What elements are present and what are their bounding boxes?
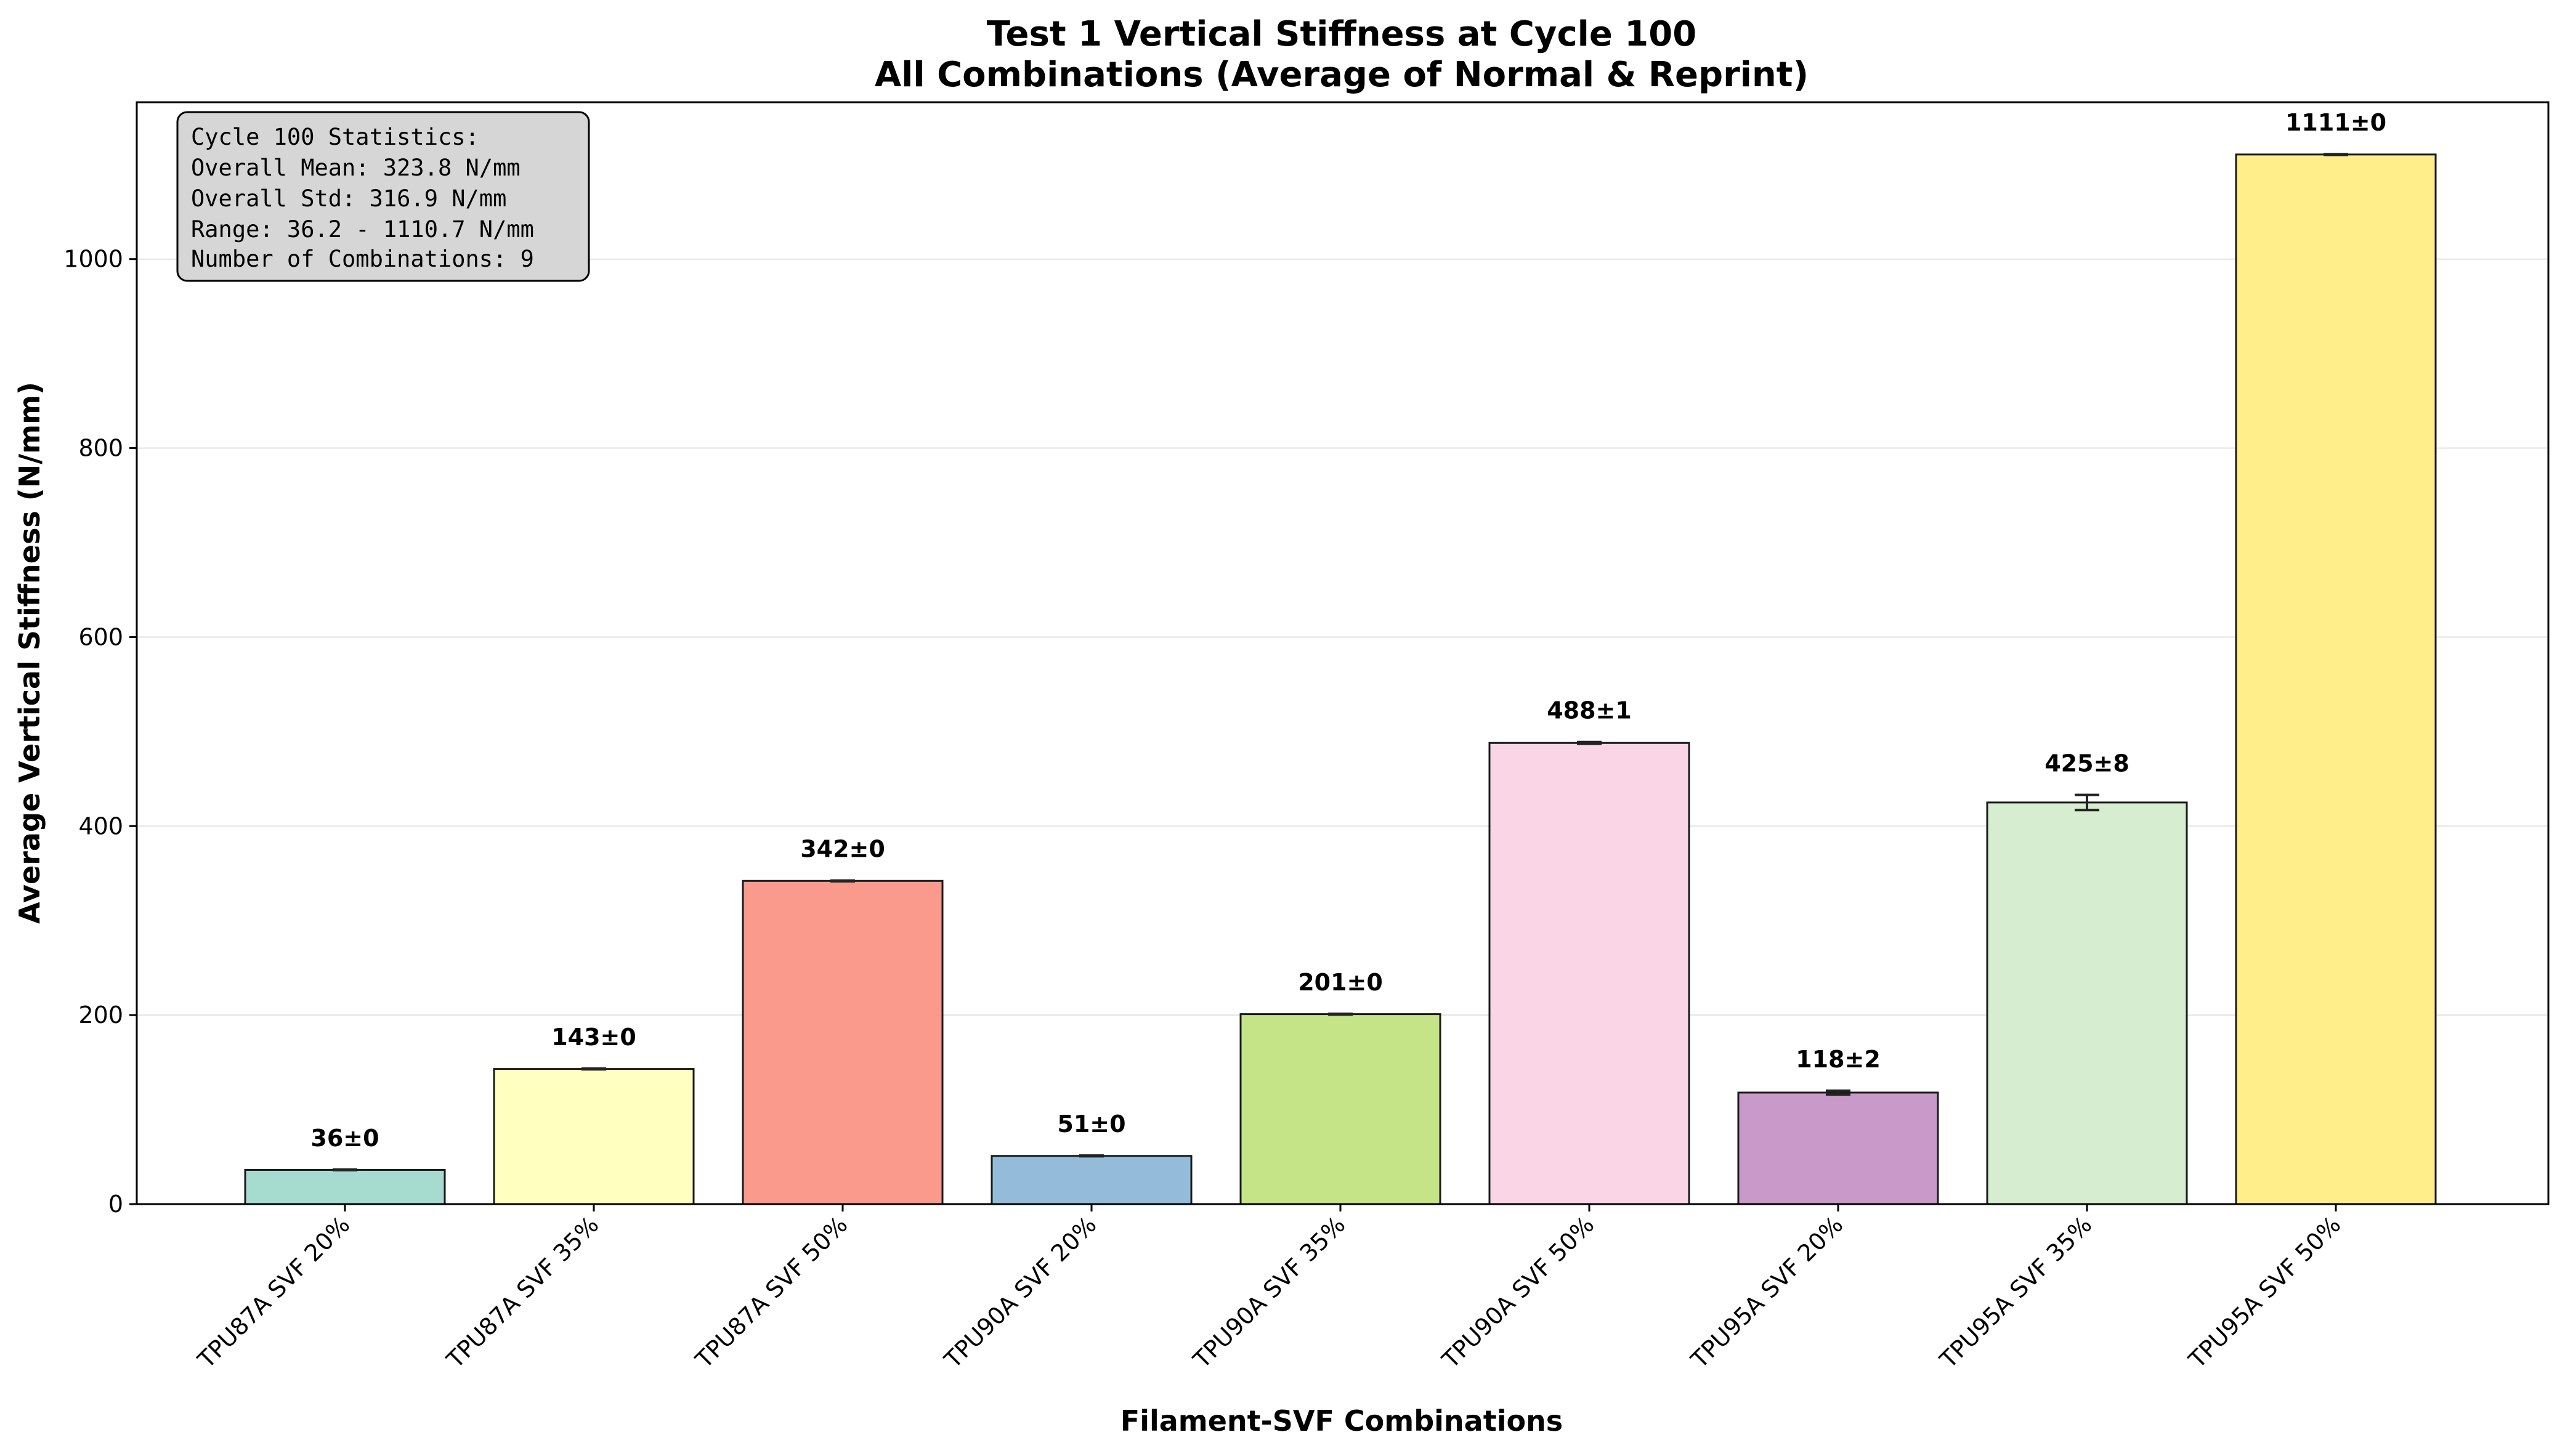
y-tick-label: 1000 [63,246,123,273]
chart-title: Test 1 Vertical Stiffness at Cycle 100 [987,14,1696,54]
y-axis-ticks: 0 200 400 600 800 1000 [63,246,137,1218]
data-label: 36±0 [310,1125,379,1152]
y-tick-label: 600 [78,623,123,650]
stats-box: Cycle 100 Statistics: Overall Mean: 323.… [176,111,590,282]
data-label: 201±0 [1298,969,1383,996]
error-bar [2324,153,2348,156]
bar [2235,153,2437,1205]
chart-subtitle: All Combinations (Average of Normal & Re… [875,55,1809,95]
data-label: 425±8 [2044,750,2129,777]
stats-line-count: Number of Combinations: 9 [191,246,534,272]
error-bar [1826,1089,1850,1096]
stats-line-mean: Overall Mean: 323.8 N/mm [191,155,521,181]
bar [1737,1091,1939,1205]
bar [493,1068,695,1205]
bar [1986,801,2188,1205]
data-label: 488±1 [1547,697,1632,724]
error-bars [333,153,2348,1171]
data-label: 342±0 [800,836,885,863]
y-tick-label: 0 [108,1191,123,1218]
stats-line-range: Range: 36.2 - 1110.7 N/mm [191,216,534,243]
data-label: 118±2 [1796,1046,1881,1073]
y-tick-label: 800 [78,435,123,462]
data-label: 1111±0 [2285,109,2386,136]
error-bar [1577,740,1602,745]
bars [244,153,2437,1205]
bar [1239,1013,1441,1205]
data-labels: 36±0 143±0 342±0 51±0 201±0 488±1 118±2 425±8 11… [310,109,2386,1152]
bar [742,880,944,1205]
plot-frame [136,101,2550,1205]
stats-line-std: Overall Std: 316.9 N/mm [191,185,506,212]
x-axis-label: Filament-SVF Combinations [1120,1404,1563,1438]
y-tick-label: 200 [78,1001,123,1029]
bar [991,1155,1193,1205]
bar [244,1168,446,1205]
data-label: 143±0 [551,1024,636,1051]
error-bar [2075,793,2099,812]
data-label: 51±0 [1057,1110,1125,1138]
y-tick-label: 400 [78,812,123,839]
bar [1488,742,1690,1205]
stats-box-frame [176,111,590,282]
stats-line-title: Cycle 100 Statistics: [191,124,479,150]
error-bar [1079,1154,1104,1158]
y-axis-label: Average Vertical Stiffness (N/mm) [13,382,46,924]
